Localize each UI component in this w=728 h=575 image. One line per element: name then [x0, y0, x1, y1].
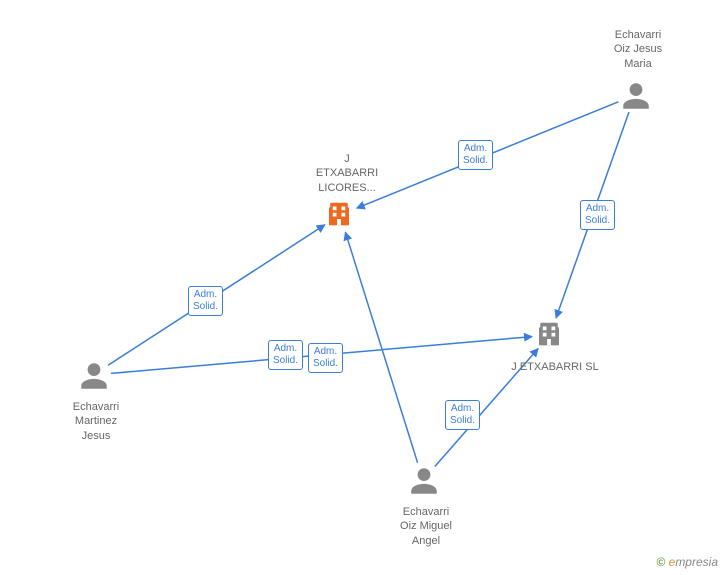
copyright-symbol: ©: [656, 555, 665, 569]
person-icon: [407, 464, 441, 503]
edge-label: Adm. Solid.: [445, 400, 480, 430]
node-label: J ETXABARRI LICORES...: [312, 152, 382, 195]
edge-label: Adm. Solid.: [458, 140, 493, 170]
node-label: Echavarri Oiz Jesus Maria: [608, 28, 668, 71]
node-label: Echavarri Oiz Miguel Angel: [395, 505, 457, 548]
edge-label: Adm. Solid.: [308, 343, 343, 373]
edge-label: Adm. Solid.: [188, 286, 223, 316]
credit: © empresia: [656, 555, 718, 569]
edge-label: Adm. Solid.: [580, 200, 615, 230]
brand-rest: mpresia: [675, 555, 718, 569]
edge-label: Adm. Solid.: [268, 340, 303, 370]
building-icon: [324, 199, 354, 234]
building-icon: [534, 319, 564, 354]
person-icon: [77, 359, 111, 398]
node-label: J ETXABARRI SL: [510, 360, 600, 374]
person-icon: [619, 79, 653, 118]
node-label: Echavarri Martinez Jesus: [68, 400, 124, 443]
